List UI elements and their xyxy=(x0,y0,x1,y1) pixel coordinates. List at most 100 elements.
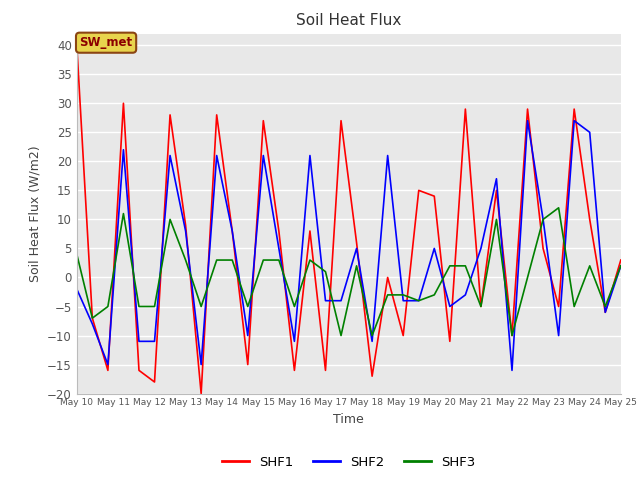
SHF3 xyxy=(228,257,236,263)
SHF2 xyxy=(617,263,625,269)
SHF1 xyxy=(166,112,174,118)
SHF1 xyxy=(73,42,81,48)
SHF1 xyxy=(524,106,531,112)
SHF3 xyxy=(182,257,189,263)
SHF1 xyxy=(244,362,252,368)
SHF1 xyxy=(291,368,298,373)
SHF2 xyxy=(555,333,563,338)
SHF2 xyxy=(415,298,422,303)
SHF3 xyxy=(524,275,531,280)
SHF3 xyxy=(135,304,143,310)
SHF3 xyxy=(493,216,500,222)
SHF2 xyxy=(399,298,407,303)
SHF1 xyxy=(602,310,609,315)
Text: SW_met: SW_met xyxy=(79,36,132,49)
SHF2 xyxy=(431,246,438,252)
SHF2 xyxy=(508,368,516,373)
SHF1 xyxy=(135,368,143,373)
SHF3 xyxy=(322,269,330,275)
SHF3 xyxy=(197,304,205,310)
SHF1 xyxy=(337,118,345,123)
SHF3 xyxy=(555,205,563,211)
Legend: SHF1, SHF2, SHF3: SHF1, SHF2, SHF3 xyxy=(217,451,481,474)
SHF1 xyxy=(120,100,127,106)
SHF1 xyxy=(306,228,314,234)
SHF1 xyxy=(586,216,593,222)
SHF3 xyxy=(368,333,376,338)
SHF3 xyxy=(384,292,392,298)
Line: SHF3: SHF3 xyxy=(77,208,621,336)
SHF3 xyxy=(150,304,158,310)
SHF3 xyxy=(120,211,127,216)
SHF3 xyxy=(399,292,407,298)
SHF2 xyxy=(244,333,252,338)
SHF1 xyxy=(213,112,221,118)
SHF1 xyxy=(399,333,407,338)
SHF1 xyxy=(540,246,547,252)
SHF1 xyxy=(228,228,236,234)
SHF2 xyxy=(291,338,298,344)
SHF3 xyxy=(88,315,96,321)
SHF3 xyxy=(586,263,593,269)
SHF2 xyxy=(353,246,360,252)
Line: SHF2: SHF2 xyxy=(77,120,621,371)
SHF1 xyxy=(415,188,422,193)
SHF2 xyxy=(150,338,158,344)
SHF1 xyxy=(197,391,205,396)
SHF1 xyxy=(88,315,96,321)
SHF3 xyxy=(540,216,547,222)
SHF2 xyxy=(104,362,112,368)
SHF2 xyxy=(540,216,547,222)
SHF2 xyxy=(275,246,283,252)
Line: SHF1: SHF1 xyxy=(77,45,621,394)
SHF1 xyxy=(275,228,283,234)
SHF1 xyxy=(431,193,438,199)
SHF1 xyxy=(508,333,516,338)
SHF2 xyxy=(322,298,330,303)
SHF3 xyxy=(617,263,625,269)
SHF2 xyxy=(88,321,96,327)
SHF2 xyxy=(259,153,267,158)
SHF1 xyxy=(322,368,330,373)
X-axis label: Time: Time xyxy=(333,413,364,426)
SHF1 xyxy=(150,379,158,385)
SHF3 xyxy=(602,304,609,310)
SHF2 xyxy=(524,118,531,123)
SHF2 xyxy=(477,246,484,252)
SHF2 xyxy=(337,298,345,303)
SHF3 xyxy=(166,216,174,222)
SHF3 xyxy=(508,333,516,338)
SHF1 xyxy=(570,106,578,112)
SHF3 xyxy=(291,304,298,310)
SHF1 xyxy=(368,373,376,379)
SHF1 xyxy=(259,118,267,123)
Y-axis label: Soil Heat Flux (W/m2): Soil Heat Flux (W/m2) xyxy=(29,145,42,282)
SHF2 xyxy=(182,228,189,234)
SHF1 xyxy=(384,275,392,280)
SHF3 xyxy=(213,257,221,263)
SHF1 xyxy=(104,368,112,373)
SHF3 xyxy=(73,252,81,257)
SHF3 xyxy=(306,257,314,263)
SHF3 xyxy=(415,298,422,303)
SHF1 xyxy=(461,106,469,112)
SHF2 xyxy=(570,118,578,123)
SHF3 xyxy=(477,304,484,310)
SHF3 xyxy=(275,257,283,263)
SHF2 xyxy=(197,362,205,368)
SHF2 xyxy=(602,310,609,315)
SHF1 xyxy=(353,240,360,245)
SHF2 xyxy=(461,292,469,298)
SHF3 xyxy=(259,257,267,263)
SHF2 xyxy=(135,338,143,344)
SHF2 xyxy=(73,286,81,292)
SHF1 xyxy=(477,304,484,310)
SHF2 xyxy=(213,153,221,158)
SHF3 xyxy=(461,263,469,269)
SHF2 xyxy=(368,338,376,344)
SHF2 xyxy=(493,176,500,181)
SHF3 xyxy=(446,263,454,269)
SHF1 xyxy=(182,222,189,228)
SHF2 xyxy=(446,304,454,310)
SHF2 xyxy=(384,153,392,158)
